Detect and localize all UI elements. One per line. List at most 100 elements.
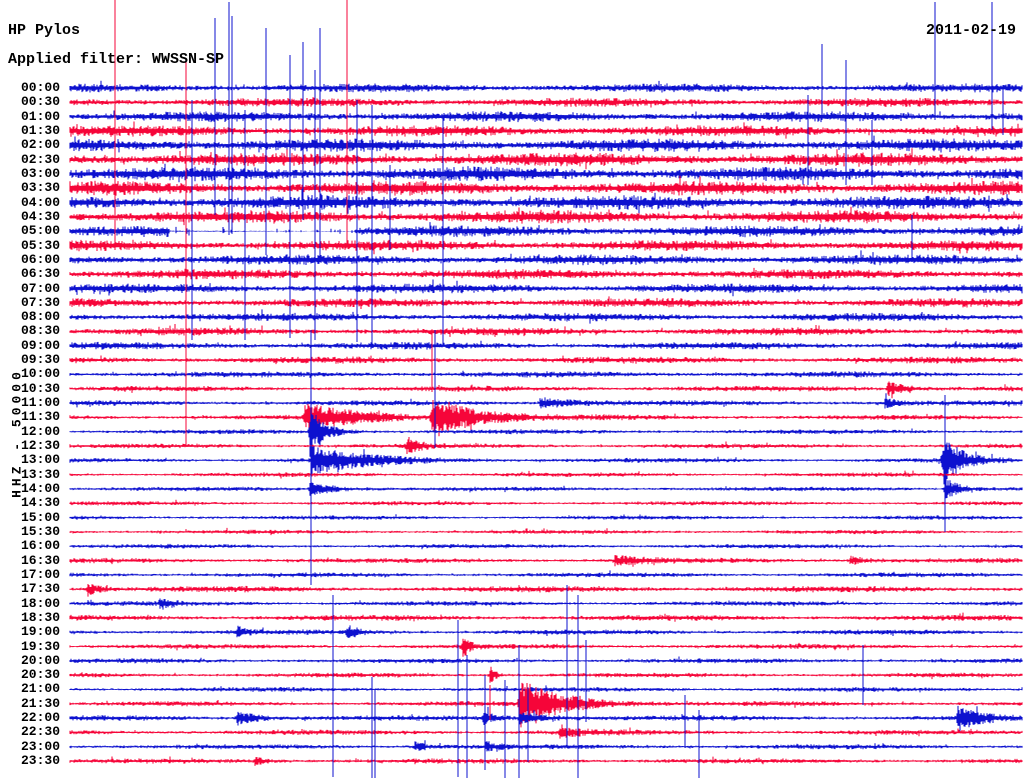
- time-label: 13:00: [20, 452, 60, 468]
- trace-row-0000: [69, 80, 1023, 93]
- time-label: 11:30: [20, 409, 60, 425]
- trace-row-1500: [69, 514, 1023, 520]
- time-label: 06:30: [20, 266, 60, 282]
- time-label: 02:30: [20, 151, 60, 167]
- time-label: 14:00: [20, 481, 60, 496]
- time-label: 05:30: [20, 237, 60, 253]
- time-label: 15:00: [20, 509, 60, 525]
- time-label: 02:00: [20, 137, 60, 153]
- trace-row-2130: [69, 682, 1023, 728]
- time-label: 19:30: [20, 638, 60, 654]
- time-label: 09:00: [20, 337, 60, 353]
- trace-row-1100: [69, 393, 1023, 409]
- time-label: 17:00: [20, 566, 60, 582]
- time-label: 06:00: [20, 251, 60, 267]
- time-label: 01:30: [20, 123, 60, 138]
- time-label: 17:30: [20, 581, 60, 597]
- time-label: 03:00: [20, 165, 60, 181]
- time-label: 15:30: [20, 523, 60, 539]
- time-label: 10:30: [20, 380, 60, 396]
- trace-row-1430: [69, 499, 1023, 506]
- time-label: 04:00: [20, 194, 60, 210]
- time-label: 04:30: [20, 208, 60, 224]
- trace-row-1330: [69, 470, 1023, 479]
- time-label: 09:30: [20, 352, 60, 368]
- trace-row-0730: [69, 296, 1023, 309]
- trace-row-0530: [69, 239, 1023, 255]
- trace-row-1000: [69, 370, 1023, 378]
- applied-filter-label: Applied filter: WWSSN-SP: [8, 51, 225, 68]
- trace-row-2230: [69, 724, 1023, 739]
- trace-row-0700: [69, 279, 1023, 297]
- time-label: 07:00: [20, 280, 60, 296]
- trace-row-1730: [69, 584, 1023, 597]
- station-label: HP Pylos: [8, 22, 81, 39]
- trace-row-0130: [69, 121, 1023, 139]
- time-label: 23:30: [20, 753, 60, 768]
- time-label: 22:00: [20, 710, 60, 726]
- trace-row-0030: [69, 97, 1023, 108]
- time-label: 16:00: [20, 538, 60, 554]
- trace-row-0900: [69, 340, 1023, 350]
- trace-row-1700: [69, 570, 1023, 579]
- trace-row-0200: [69, 135, 1023, 153]
- time-label: 11:00: [20, 395, 60, 410]
- trace-row-1230: [69, 437, 1023, 454]
- trace-row-1400: [69, 479, 1023, 500]
- time-label: 05:00: [20, 223, 60, 239]
- time-label: 14:30: [20, 495, 60, 511]
- time-label: 12:30: [20, 438, 60, 453]
- trace-row-1300: [69, 442, 1023, 486]
- time-label: 18:30: [20, 609, 60, 625]
- trace-row-2200: [69, 705, 1023, 731]
- time-label: 08:00: [20, 309, 60, 325]
- time-label: 03:30: [20, 180, 60, 196]
- trace-row-2100: [69, 685, 1023, 693]
- trace-row-2300: [69, 740, 1023, 752]
- trace-row-0330: [69, 175, 1023, 196]
- trace-row-0500: [69, 222, 1023, 238]
- time-label: 18:00: [20, 595, 60, 611]
- time-label: 12:00: [20, 423, 60, 439]
- time-label: 20:00: [20, 652, 60, 668]
- time-label: 22:30: [20, 724, 60, 740]
- trace-row-0830: [69, 324, 1023, 337]
- time-label: 13:30: [20, 466, 60, 482]
- trace-row-0930: [69, 355, 1023, 365]
- time-label: 01:00: [20, 108, 60, 124]
- trace-row-1630: [69, 555, 1023, 567]
- trace-row-2030: [69, 666, 1023, 683]
- trace-row-1800: [69, 598, 1023, 610]
- trace-row-1930: [69, 638, 1023, 657]
- trace-row-0400: [69, 188, 1023, 214]
- time-label: 19:00: [20, 624, 60, 640]
- trace-row-1130: [69, 400, 1023, 437]
- trace-row-0630: [69, 267, 1023, 280]
- trace-row-0230: [69, 148, 1023, 170]
- time-label: 07:30: [20, 294, 60, 310]
- trace-row-1900: [69, 625, 1023, 638]
- trace-row-0300: [69, 163, 1023, 185]
- trace-row-1830: [69, 612, 1023, 622]
- trace-row-1200: [69, 391, 1023, 457]
- time-label: 16:30: [20, 552, 60, 568]
- time-label: 10:00: [20, 366, 60, 382]
- trace-row-0800: [69, 309, 1023, 324]
- trace-row-0430: [69, 206, 1023, 228]
- trace-row-0600: [69, 250, 1023, 266]
- trace-row-1030: [69, 381, 1023, 399]
- time-label: 08:30: [20, 323, 60, 339]
- trace-row-0100: [69, 110, 1023, 123]
- trace-row-1600: [69, 543, 1023, 550]
- time-label: 00:00: [20, 80, 60, 95]
- time-label: 20:30: [20, 667, 60, 683]
- trace-row-2000: [69, 656, 1023, 664]
- time-label: 21:30: [20, 695, 60, 711]
- time-label: 00:30: [20, 94, 60, 110]
- trace-row-2330: [69, 756, 1023, 766]
- time-label: 21:00: [20, 681, 60, 697]
- trace-row-1530: [69, 527, 1023, 536]
- time-label: 23:00: [20, 738, 60, 754]
